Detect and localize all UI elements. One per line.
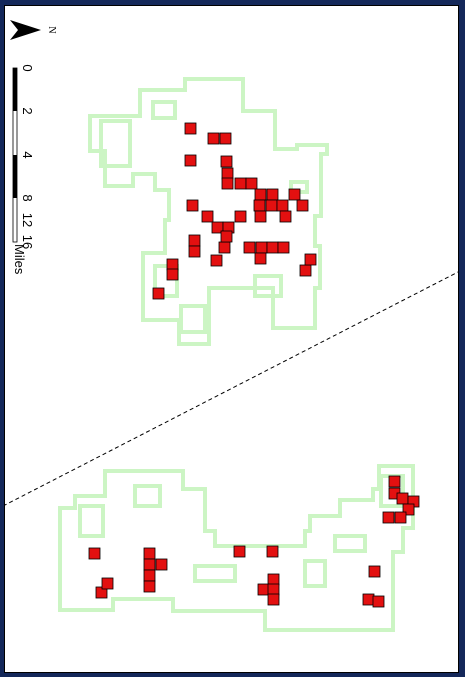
map-marker <box>265 199 278 212</box>
map-marker <box>296 199 309 212</box>
region-outline-path <box>179 304 207 334</box>
map-marker <box>277 241 290 254</box>
map-marker <box>188 234 201 247</box>
map-marker <box>362 593 375 606</box>
map-marker <box>166 268 179 281</box>
map-marker <box>267 583 280 596</box>
region-outline-path <box>303 559 327 588</box>
map-marker <box>254 188 267 201</box>
map-marker <box>233 545 246 558</box>
map-marker <box>396 492 409 505</box>
dashed-divider-line <box>5 271 458 506</box>
marker-layer <box>88 122 420 608</box>
map-marker <box>152 287 165 300</box>
region-outline-path <box>99 119 132 168</box>
map-marker <box>304 253 317 266</box>
map-marker <box>402 503 415 516</box>
map-marker <box>234 177 247 190</box>
map-marker <box>368 565 381 578</box>
map-marker <box>95 586 108 599</box>
map-marker <box>143 569 156 582</box>
map-marker <box>257 583 270 596</box>
map-marker <box>219 132 232 145</box>
map-canvas: N 0 2 4 8 12 16 Miles <box>5 20 458 632</box>
map-marker <box>266 545 279 558</box>
map-marker <box>279 210 292 223</box>
region-outline-path <box>333 534 367 553</box>
region-outline-path <box>58 464 415 632</box>
map-marker <box>220 230 233 243</box>
map-marker <box>382 511 395 524</box>
north-label: N <box>46 26 57 33</box>
map-marker <box>143 547 156 560</box>
map-marker <box>267 593 280 606</box>
map-marker <box>184 122 197 135</box>
map-marker <box>288 188 301 201</box>
map-marker <box>243 241 256 254</box>
map-marker <box>207 132 220 145</box>
map-marker <box>201 210 214 223</box>
map-marker <box>234 210 247 223</box>
map-marker <box>266 241 279 254</box>
region-outline-path <box>78 504 105 538</box>
scale-tick-label: 0 <box>20 64 35 71</box>
scale-segment <box>13 68 17 111</box>
map-marker <box>276 199 289 212</box>
map-marker <box>210 254 223 267</box>
map-marker <box>186 199 199 212</box>
map-marker <box>218 241 231 254</box>
scale-bar: 0 2 4 8 12 16 Miles <box>12 64 35 274</box>
map-marker <box>143 558 156 571</box>
scale-tick-label: 16 <box>20 235 35 249</box>
map-marker <box>299 264 312 277</box>
map-marker <box>267 573 280 586</box>
map-marker <box>220 155 233 168</box>
map-marker <box>143 580 156 593</box>
map-marker <box>166 258 179 271</box>
region-outline-path <box>133 484 162 508</box>
map-frame: N 0 2 4 8 12 16 Miles <box>4 5 459 673</box>
map-marker <box>221 167 234 180</box>
scale-segment <box>13 155 17 198</box>
region-outline-path <box>88 77 329 346</box>
map-marker <box>255 241 268 254</box>
map-marker <box>394 511 407 524</box>
map-marker <box>221 177 234 190</box>
map-marker <box>266 188 279 201</box>
map-marker <box>254 210 267 223</box>
map-marker <box>372 595 385 608</box>
map-marker <box>254 252 267 265</box>
scale-tick-label: 2 <box>20 107 35 114</box>
scale-tick-label: 8 <box>20 194 35 201</box>
map-marker <box>245 177 258 190</box>
map-marker <box>101 577 114 590</box>
scale-unit-label: Miles <box>12 244 27 275</box>
north-arrow-icon: N <box>10 20 57 40</box>
map-marker <box>253 199 266 212</box>
scale-tick-label: 12 <box>20 213 35 227</box>
scale-tick-label: 4 <box>20 151 35 158</box>
map-marker <box>155 558 168 571</box>
map-marker <box>388 475 401 488</box>
map-marker <box>184 154 197 167</box>
map-marker <box>88 547 101 560</box>
region-outline-path <box>253 274 283 298</box>
map-marker <box>188 245 201 258</box>
region-outline-path <box>193 564 237 583</box>
region-outline-path <box>151 100 177 120</box>
